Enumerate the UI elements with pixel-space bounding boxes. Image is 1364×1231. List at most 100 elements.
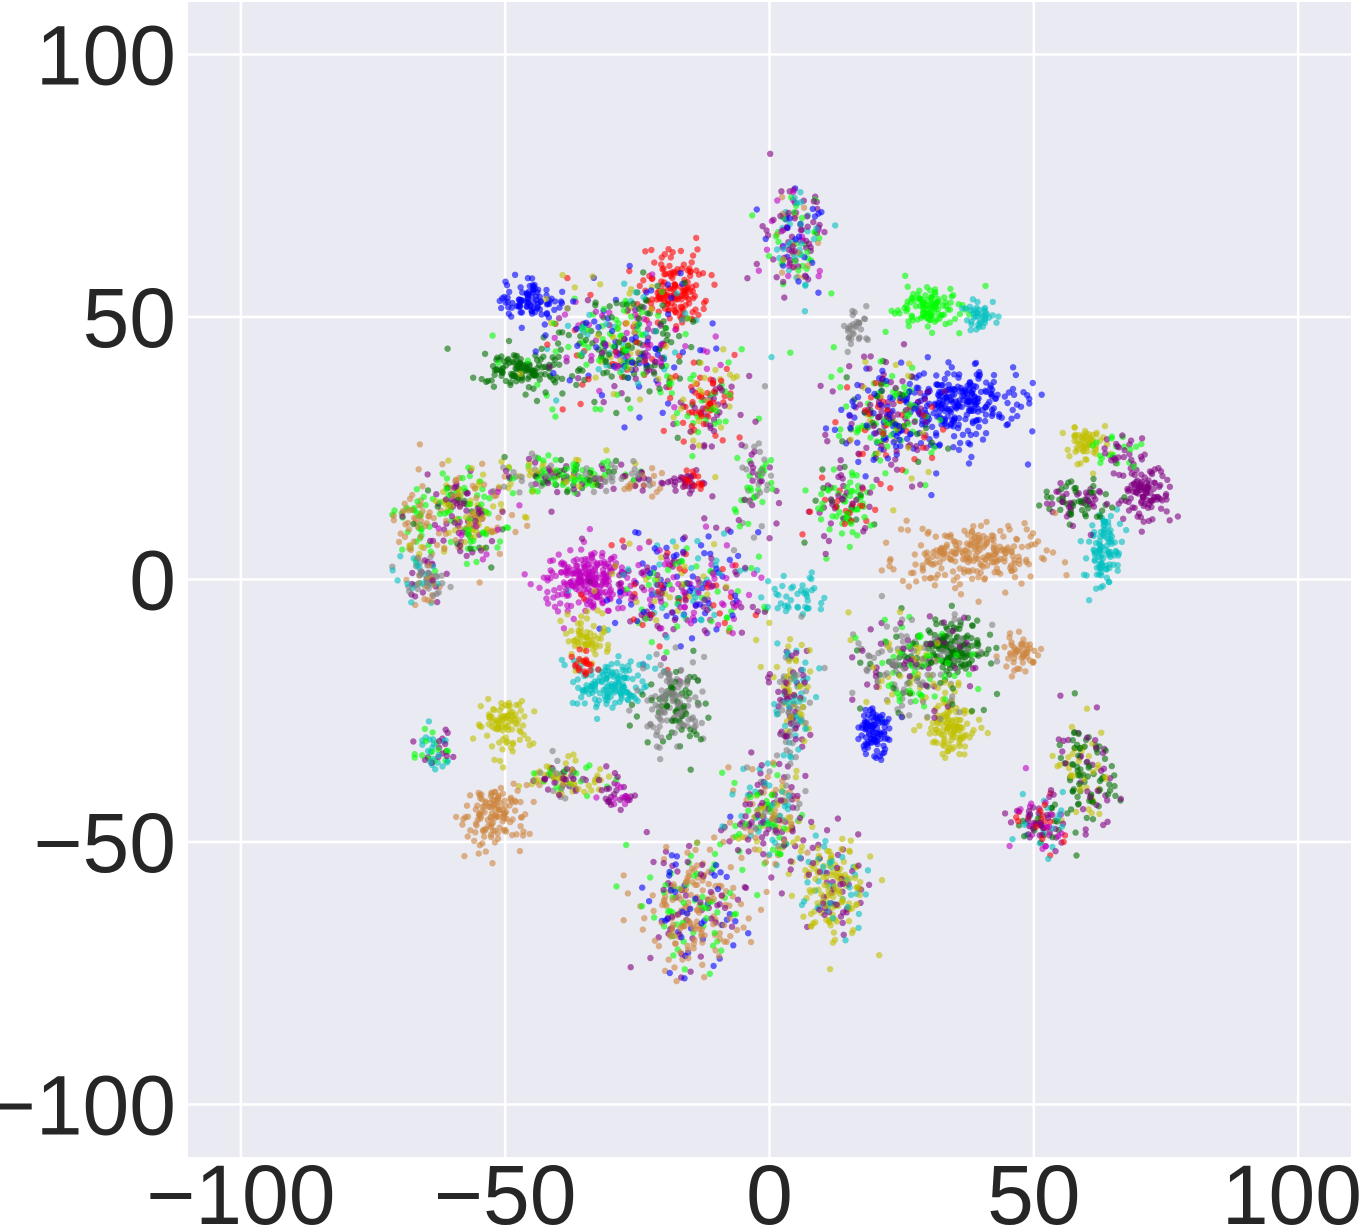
scatter-point bbox=[1004, 399, 1011, 407]
scatter-point bbox=[612, 683, 619, 690]
scatter-point bbox=[985, 646, 992, 653]
scatter-point bbox=[884, 443, 891, 450]
scatter-point bbox=[546, 300, 553, 308]
scatter-point bbox=[640, 315, 648, 323]
scatter-point bbox=[902, 272, 909, 279]
scatter-point bbox=[657, 595, 664, 602]
scatter-point bbox=[941, 388, 948, 395]
scatter-point bbox=[649, 603, 656, 611]
scatter-point bbox=[680, 588, 687, 595]
scatter-point bbox=[1101, 422, 1109, 430]
scatter-point bbox=[584, 331, 591, 339]
scatter-point bbox=[952, 716, 960, 723]
scatter-point bbox=[414, 562, 421, 569]
scatter-point bbox=[611, 464, 619, 471]
scatter-point bbox=[559, 271, 566, 279]
scatter-point bbox=[521, 571, 528, 578]
scatter-point bbox=[847, 436, 854, 443]
scatter-point bbox=[947, 409, 955, 416]
scatter-point bbox=[893, 432, 900, 440]
scatter-point bbox=[1022, 558, 1030, 566]
scatter-point bbox=[900, 341, 908, 348]
scatter-point bbox=[626, 485, 633, 492]
scatter-point bbox=[613, 364, 620, 371]
scatter-point bbox=[915, 294, 922, 302]
scatter-point bbox=[682, 330, 689, 338]
scatter-point bbox=[1064, 446, 1071, 453]
scatter-point bbox=[1141, 451, 1148, 458]
scatter-point bbox=[1009, 364, 1017, 371]
scatter-point bbox=[990, 405, 997, 412]
scatter-point bbox=[660, 427, 667, 435]
scatter-point bbox=[950, 577, 957, 584]
scatter-point bbox=[968, 707, 976, 715]
scatter-point bbox=[990, 371, 998, 379]
scatter-point bbox=[915, 671, 922, 678]
scatter-point bbox=[668, 586, 676, 593]
scatter-point bbox=[803, 591, 810, 598]
scatter-point bbox=[890, 685, 897, 692]
scatter-point bbox=[688, 383, 695, 391]
scatter-point bbox=[676, 699, 684, 706]
scatter-point bbox=[926, 613, 933, 620]
scatter-point bbox=[984, 729, 991, 737]
scatter-point bbox=[1157, 505, 1165, 512]
scatter-point bbox=[617, 357, 624, 364]
scatter-point bbox=[538, 311, 545, 318]
scatter-point bbox=[1036, 502, 1043, 509]
scatter-point bbox=[635, 529, 642, 537]
scatter-point bbox=[695, 408, 703, 416]
scatter-point bbox=[780, 256, 787, 263]
scatter-point bbox=[675, 684, 682, 691]
scatter-point bbox=[544, 341, 551, 348]
scatter-point bbox=[847, 424, 854, 432]
scatter-point bbox=[519, 363, 527, 371]
scatter-point bbox=[997, 527, 1004, 535]
scatter-point bbox=[917, 405, 924, 412]
scatter-point bbox=[1166, 483, 1174, 490]
scatter-point bbox=[509, 490, 517, 497]
scatter-point bbox=[646, 482, 653, 489]
scatter-point bbox=[702, 297, 709, 304]
scatter-point bbox=[658, 625, 665, 632]
scatter-point bbox=[644, 697, 651, 704]
scatter-point bbox=[528, 275, 536, 282]
scatter-point bbox=[473, 523, 480, 530]
scatter-point bbox=[822, 550, 829, 558]
scatter-point bbox=[917, 542, 925, 549]
scatter-point bbox=[680, 261, 687, 268]
scatter-point bbox=[778, 188, 785, 195]
scatter-point bbox=[634, 380, 642, 387]
scatter-point bbox=[1079, 806, 1087, 813]
scatter-point bbox=[718, 377, 725, 384]
scatter-point bbox=[447, 583, 454, 591]
scatter-point bbox=[435, 530, 443, 537]
scatter-point bbox=[859, 502, 866, 510]
scatter-point bbox=[1083, 572, 1090, 579]
scatter-point bbox=[639, 691, 646, 698]
scatter-point bbox=[439, 470, 446, 477]
scatter-point bbox=[927, 725, 935, 732]
scatter-point bbox=[723, 614, 731, 621]
scatter-point bbox=[735, 599, 743, 607]
scatter-point bbox=[849, 696, 856, 703]
scatter-point bbox=[759, 498, 766, 506]
scatter-point bbox=[653, 617, 660, 624]
scatter-point bbox=[866, 503, 873, 510]
scatter-point bbox=[813, 225, 820, 232]
scatter-point bbox=[746, 499, 753, 506]
scatter-point bbox=[591, 632, 598, 639]
scatter-point bbox=[829, 501, 836, 508]
scatter-point bbox=[564, 274, 571, 282]
scatter-point bbox=[708, 271, 715, 279]
scatter-point bbox=[817, 606, 825, 613]
scatter-point bbox=[795, 267, 802, 274]
scatter-point bbox=[588, 352, 595, 360]
scatter-point bbox=[956, 439, 964, 447]
scatter-point bbox=[448, 502, 455, 510]
scatter-point bbox=[611, 619, 619, 627]
scatter-point bbox=[550, 594, 557, 601]
scatter-point bbox=[555, 315, 563, 322]
scatter-point bbox=[849, 500, 856, 507]
scatter-point bbox=[612, 457, 620, 464]
